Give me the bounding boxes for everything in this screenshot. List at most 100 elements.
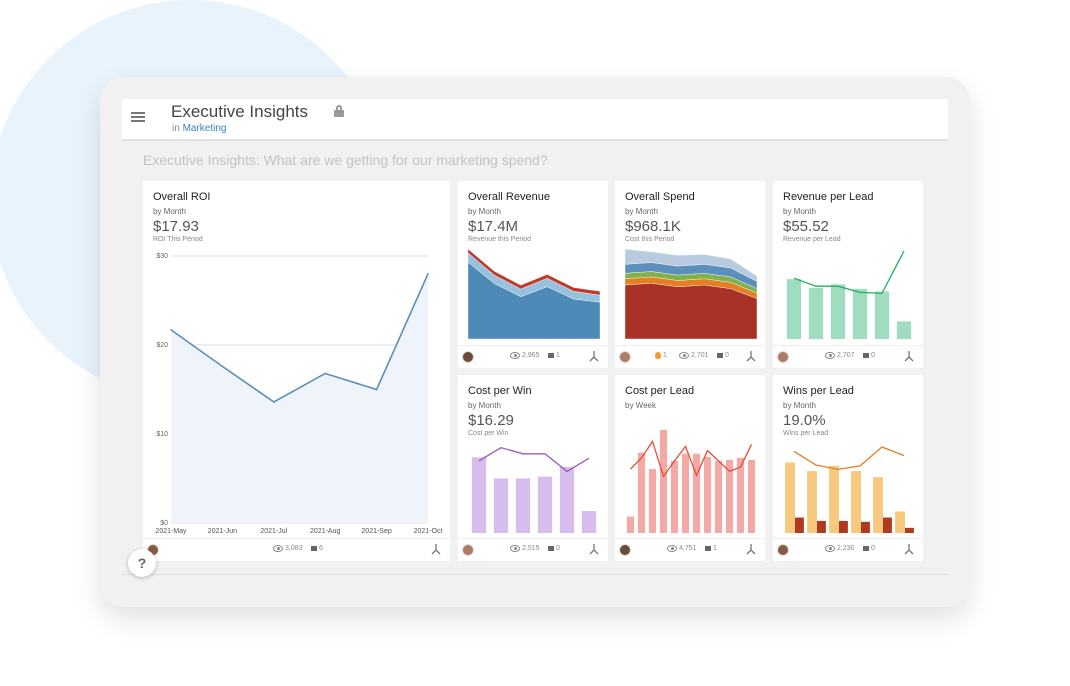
eye-icon: [510, 545, 520, 552]
share-icon[interactable]: [745, 350, 757, 362]
data-point: [273, 401, 275, 403]
revenue-per-lead-card[interactable]: Revenue per Lead by Month $55.52 Revenue…: [773, 181, 923, 368]
card-period: by Month: [783, 207, 816, 216]
x-tick-label: 2021-Aug: [310, 528, 340, 535]
card-value-label: Revenue this Period: [468, 236, 532, 243]
bar: [670, 460, 679, 533]
views-count: 2,701: [691, 352, 709, 359]
card-value-label: ROI This Period: [153, 236, 203, 243]
share-icon[interactable]: [430, 543, 442, 555]
share-icon[interactable]: [903, 543, 915, 555]
eye-icon: [667, 545, 677, 552]
cost-per-win-chart: [471, 446, 597, 533]
bar: [581, 511, 597, 533]
views-stat: 2,515: [510, 545, 540, 552]
share-icon[interactable]: [588, 350, 600, 362]
likes-stat: 1: [655, 352, 667, 359]
roi-card[interactable]: Overall ROI by Month $17.93 ROI This Per…: [143, 181, 450, 561]
data-point: [324, 372, 326, 375]
area-fill: [171, 273, 428, 523]
avatar[interactable]: [619, 351, 631, 363]
data-point: [427, 273, 429, 275]
series-line: [630, 439, 753, 478]
card-footer: 2,515 0: [458, 538, 608, 561]
avatar[interactable]: [777, 351, 789, 363]
bar: [703, 456, 712, 533]
comment-icon: [705, 546, 711, 551]
bar: [648, 469, 657, 533]
views-count: 4,751: [679, 545, 697, 552]
bar: [559, 467, 575, 533]
views-count: 2,230: [837, 545, 855, 552]
eye-icon: [679, 352, 689, 359]
card-value-label: Cost per Win: [468, 430, 509, 437]
share-icon[interactable]: [903, 350, 915, 362]
card-period: by Week: [625, 401, 656, 410]
bar: [816, 520, 826, 533]
cost-per-lead-card[interactable]: Cost per Lead by Week 4,751 1: [615, 375, 765, 561]
breadcrumb-link-marketing[interactable]: Marketing: [182, 123, 227, 134]
y-tick-label: $10: [156, 431, 168, 438]
bar: [471, 457, 487, 533]
bar: [808, 287, 824, 339]
bar: [829, 465, 839, 533]
y-tick-label: $30: [156, 253, 168, 260]
bar: [830, 284, 846, 339]
comment-icon: [548, 353, 554, 358]
comments-stat: 0: [717, 352, 729, 359]
series-line: [793, 446, 905, 471]
comment-icon: [548, 546, 554, 551]
comments-count: 6: [319, 545, 323, 552]
avatar[interactable]: [462, 351, 474, 363]
avatar[interactable]: [462, 544, 474, 556]
card-period: by Month: [783, 401, 816, 410]
comments-stat: 0: [548, 545, 560, 552]
card-value: $17.93: [153, 218, 199, 235]
views-stat: 2,707: [825, 352, 855, 359]
wins-per-lead-card[interactable]: Wins per Lead by Month 19.0% Wins per Le…: [773, 375, 923, 561]
card-title: Cost per Lead: [625, 385, 695, 397]
bar: [637, 452, 646, 533]
cost-per-win-card[interactable]: Cost per Win by Month $16.29 Cost per Wi…: [458, 375, 608, 561]
eye-icon: [510, 352, 520, 359]
help-button[interactable]: ?: [128, 549, 156, 577]
comments-count: 1: [556, 352, 560, 359]
area-series: [624, 282, 758, 340]
bar: [714, 460, 723, 533]
share-icon[interactable]: [745, 543, 757, 555]
card-title: Wins per Lead: [783, 385, 854, 397]
bar: [515, 478, 531, 533]
bar: [747, 459, 756, 533]
card-footer: 4,751 1: [615, 538, 765, 561]
views-count: 2,707: [837, 352, 855, 359]
share-icon[interactable]: [588, 543, 600, 555]
avatar[interactable]: [619, 544, 631, 556]
card-period: by Month: [468, 207, 501, 216]
spend-card[interactable]: Overall Spend by Month $968.1K Cost this…: [615, 181, 765, 368]
comments-stat: 0: [863, 352, 875, 359]
comment-icon: [863, 546, 869, 551]
bar: [904, 527, 914, 533]
bar: [895, 511, 905, 533]
comments-stat: 0: [863, 545, 875, 552]
bar: [736, 457, 745, 533]
card-value: $17.4M: [468, 218, 519, 235]
card-value: $968.1K: [625, 218, 681, 235]
flame-icon: [655, 352, 661, 359]
avatar[interactable]: [777, 544, 789, 556]
bar: [725, 459, 734, 533]
hamburger-menu-icon[interactable]: [131, 110, 145, 124]
eye-icon: [825, 545, 835, 552]
comments-count: 0: [871, 352, 875, 359]
card-value-label: Revenue per Lead: [783, 236, 841, 243]
wins-per-lead-chart: [785, 446, 914, 533]
card-period: by Month: [153, 207, 186, 216]
bar: [537, 476, 553, 533]
comments-stat: 1: [705, 545, 717, 552]
dashboard-subtitle: Executive Insights: What are we getting …: [143, 152, 548, 168]
views-count: 2,965: [522, 352, 540, 359]
series-line: [170, 273, 429, 403]
revenue-card[interactable]: Overall Revenue by Month $17.4M Revenue …: [458, 181, 608, 368]
card-footer: 2,707 0: [773, 345, 923, 368]
revenue-per-lead-chart: [786, 250, 912, 339]
